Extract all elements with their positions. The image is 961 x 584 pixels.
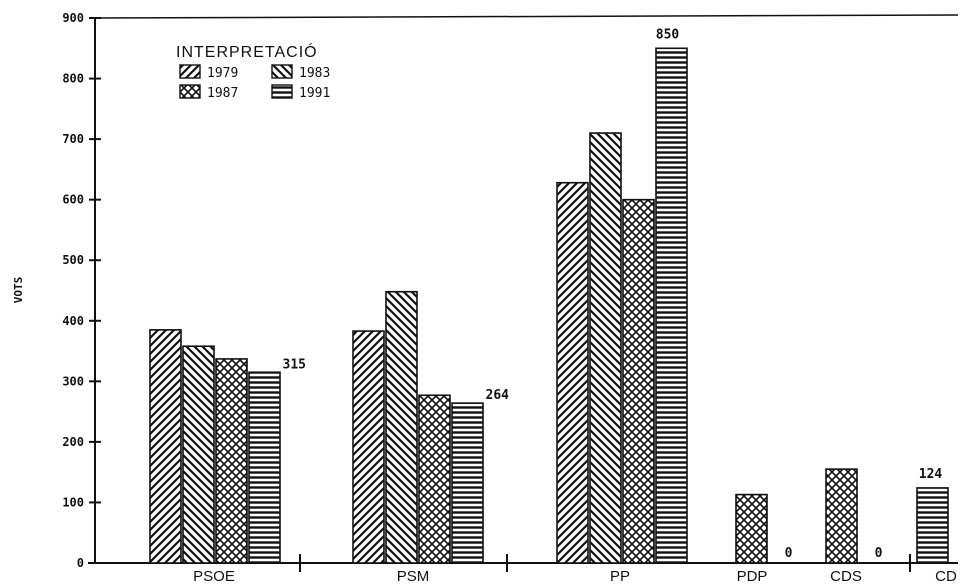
y-tick-label: 700	[62, 132, 84, 146]
data-label-pdp: 0	[785, 546, 793, 561]
category-labels-group: PSOE PSM PP PDP CDS CD	[193, 568, 957, 584]
bar-psm-1987	[418, 394, 451, 564]
y-tick-label: 900	[62, 11, 84, 25]
data-label-psm: 264	[486, 388, 510, 403]
legend-swatch-1983	[271, 64, 293, 79]
bar-cds-1987	[825, 468, 858, 564]
legend-swatch-1987	[179, 84, 201, 99]
y-tick-label: 800	[62, 72, 84, 86]
legend-swatch-1979	[179, 64, 201, 79]
category-label-psoe: PSOE	[193, 568, 235, 584]
top-border-line	[94, 14, 959, 19]
y-tick-label: 0	[77, 556, 84, 570]
legend-swatch-1991	[271, 84, 293, 99]
bar-psoe-1979	[149, 329, 182, 564]
legend-label-1983: 1983	[299, 66, 330, 81]
category-label-psm: PSM	[397, 568, 430, 584]
y-tick-label: 100	[62, 495, 84, 509]
bar-psoe-1991	[248, 371, 281, 564]
data-label-cds: 0	[875, 546, 883, 561]
bar-psm-1991	[451, 402, 484, 564]
bars-group	[149, 47, 949, 572]
legend-label-1991: 1991	[299, 86, 330, 101]
data-label-cd: 124	[919, 467, 943, 482]
bar-psm-1983	[385, 290, 418, 564]
y-tick-label: 400	[62, 314, 84, 328]
bar-pp-1979	[556, 181, 589, 564]
bar-cd-1991	[916, 487, 949, 564]
bar-psoe-1987	[215, 358, 248, 564]
category-label-cd: CD	[935, 568, 957, 584]
bar-psoe-1983	[182, 345, 215, 564]
category-label-cds: CDS	[830, 568, 862, 584]
legend-title: INTERPRETACIÓ	[176, 42, 318, 61]
category-label-pdp: PDP	[737, 568, 768, 584]
y-tick-label: 500	[62, 253, 84, 267]
bar-psm-1979	[352, 330, 385, 564]
y-tick-label: 300	[62, 374, 84, 388]
bar-pp-1987	[622, 198, 655, 564]
legend-items: 1979 1983 1987 1991	[179, 64, 330, 101]
legend-label-1987: 1987	[207, 86, 238, 101]
y-axis-label: VOTS	[12, 277, 25, 304]
y-axis-ticks: 0 100 200 300 400 500 600 700 800 900	[62, 11, 101, 570]
bar-pp-1983	[589, 132, 622, 564]
y-tick-label: 200	[62, 435, 84, 449]
bar-pdp-1987	[735, 493, 768, 564]
category-label-pp: PP	[610, 568, 630, 584]
data-label-psoe: 315	[283, 357, 306, 372]
bar-pp-1991	[655, 47, 688, 564]
legend: INTERPRETACIÓ 1979 1983 1987 1991	[176, 42, 330, 101]
legend-label-1979: 1979	[207, 66, 238, 81]
data-label-pp: 850	[656, 27, 680, 42]
y-tick-label: 600	[62, 193, 84, 207]
data-labels-group: 315 264 850 0 0 124	[283, 27, 943, 561]
